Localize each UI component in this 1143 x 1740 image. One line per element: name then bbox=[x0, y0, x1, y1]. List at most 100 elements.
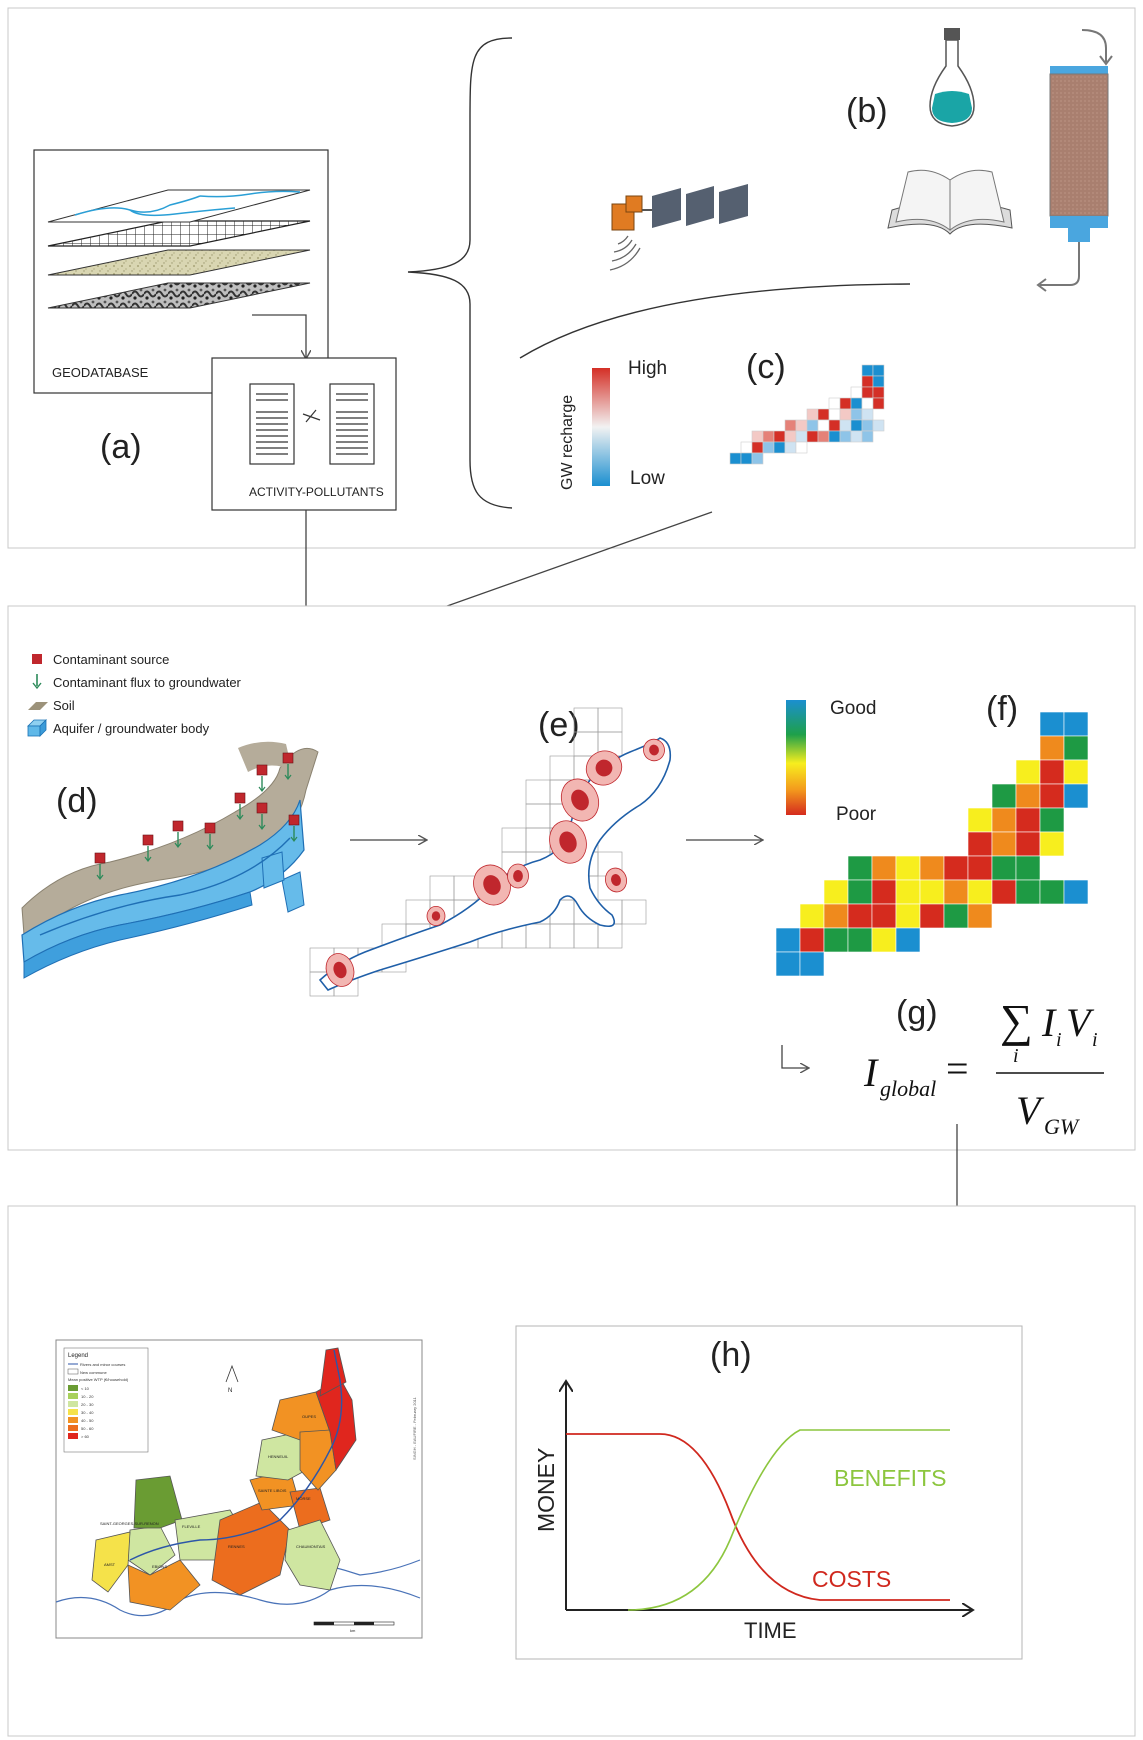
quality-grid bbox=[775, 711, 1089, 977]
quality-cell bbox=[847, 927, 873, 953]
map-town: EBIONS bbox=[152, 1564, 167, 1569]
map-legend-item: Mean positive WTP (€/household) bbox=[68, 1377, 129, 1382]
quality-cell bbox=[967, 807, 993, 833]
recharge-cell bbox=[784, 419, 797, 432]
contaminant-source bbox=[172, 820, 184, 832]
geodatabase-layers bbox=[47, 189, 311, 309]
plume-core bbox=[595, 759, 613, 777]
quality-cell bbox=[1063, 759, 1089, 785]
recharge-cell bbox=[740, 441, 753, 454]
costs-label: COSTS bbox=[812, 1566, 891, 1592]
plume-core bbox=[571, 789, 589, 811]
plume-core bbox=[611, 874, 621, 886]
divider-curve bbox=[519, 283, 911, 359]
recharge-cell bbox=[751, 452, 764, 465]
quality-cell bbox=[967, 855, 993, 881]
map-legend-item: Rivers and minor courses bbox=[80, 1362, 125, 1367]
contaminant-source bbox=[256, 802, 268, 814]
map-town: MORSE bbox=[296, 1496, 311, 1501]
quality-cell bbox=[895, 879, 921, 905]
recharge-cell bbox=[850, 386, 863, 399]
quality-cell bbox=[871, 879, 897, 905]
recharge-cell bbox=[817, 408, 830, 421]
recharge-cell bbox=[872, 386, 885, 399]
quality-cell bbox=[847, 903, 873, 929]
column-filter-icon bbox=[1036, 29, 1113, 292]
map-town: RENNES bbox=[228, 1544, 245, 1549]
activity-pollutants-label: ACTIVITY-POLLUTANTS bbox=[249, 485, 384, 499]
formula-sum: ∑ bbox=[1000, 995, 1033, 1046]
quality-cell bbox=[1039, 759, 1065, 785]
contaminant-source-icon bbox=[32, 654, 42, 664]
quality-cell bbox=[991, 807, 1017, 833]
quality-cell bbox=[943, 903, 969, 929]
formula-den-sub: GW bbox=[1044, 1114, 1080, 1139]
panel-f-label: (f) bbox=[986, 690, 1018, 728]
contaminant-source bbox=[142, 834, 154, 846]
plume-core bbox=[483, 875, 501, 895]
legend-item: Soil bbox=[53, 698, 75, 713]
recharge-cell bbox=[872, 364, 885, 377]
recharge-cell bbox=[762, 441, 775, 454]
flux-arrow-head bbox=[206, 844, 214, 850]
contaminant-sources bbox=[94, 752, 300, 880]
quality-cell bbox=[1015, 783, 1041, 809]
recharge-colorbar bbox=[592, 368, 610, 486]
quality-cell bbox=[1063, 783, 1089, 809]
recharge-cell bbox=[872, 419, 885, 432]
quality-cell bbox=[847, 855, 873, 881]
contaminant-source bbox=[94, 852, 106, 864]
quality-cell bbox=[799, 903, 825, 929]
quality-cell bbox=[943, 879, 969, 905]
quality-cell bbox=[1039, 711, 1065, 737]
costs-curve bbox=[566, 1433, 950, 1601]
formula-lhs: I bbox=[863, 1050, 879, 1095]
recharge-cell bbox=[850, 430, 863, 443]
formula-den: V bbox=[1016, 1088, 1045, 1133]
recharge-cell bbox=[795, 419, 808, 432]
recharge-cell bbox=[861, 408, 874, 421]
plume-core bbox=[431, 911, 441, 921]
quality-cell bbox=[943, 855, 969, 881]
contaminant-source bbox=[204, 822, 216, 834]
quality-cell bbox=[991, 879, 1017, 905]
flux-arrow-icon bbox=[32, 674, 42, 690]
quality-cell bbox=[775, 951, 801, 977]
quality-cell bbox=[1063, 711, 1089, 737]
panel-g-label: (g) bbox=[896, 994, 938, 1032]
panel-b-label: (b) bbox=[846, 92, 888, 130]
panel-h-label: (h) bbox=[710, 1336, 752, 1374]
plume-core bbox=[513, 870, 523, 882]
satellite-icon bbox=[609, 184, 748, 271]
geodatabase-label: GEODATABASE bbox=[52, 365, 149, 380]
recharge-cell bbox=[784, 441, 797, 454]
map-legend-title: Legend bbox=[68, 1353, 88, 1359]
soil-icon bbox=[28, 702, 48, 710]
plume-grid-cell bbox=[621, 899, 647, 925]
map-legend-item: 10 - 20 bbox=[81, 1394, 94, 1399]
quality-cell bbox=[799, 951, 825, 977]
map-scale-label: km bbox=[350, 1628, 356, 1633]
flux-arrow-head bbox=[284, 774, 292, 780]
contaminant-source bbox=[256, 764, 268, 776]
quality-cell bbox=[967, 831, 993, 857]
recharge-cell bbox=[861, 397, 874, 410]
plume-core bbox=[333, 961, 347, 979]
quality-cell bbox=[895, 855, 921, 881]
quality-cell bbox=[1015, 759, 1041, 785]
formula-num-v-sub: i bbox=[1092, 1029, 1098, 1051]
recharge-cell bbox=[729, 452, 742, 465]
map-legend-item: 40 - 50 bbox=[81, 1418, 94, 1423]
quality-good-label: Good bbox=[830, 698, 876, 719]
recharge-cell bbox=[828, 397, 841, 410]
recharge-cell bbox=[806, 419, 819, 432]
quality-cell bbox=[871, 903, 897, 929]
quality-cell bbox=[775, 927, 801, 953]
quality-cell bbox=[1015, 807, 1041, 833]
map-town: OUPES bbox=[302, 1414, 316, 1419]
flux-arrow-head bbox=[290, 836, 298, 842]
brace bbox=[407, 37, 513, 509]
recharge-cell bbox=[861, 419, 874, 432]
quality-cell bbox=[823, 903, 849, 929]
quality-cell bbox=[847, 879, 873, 905]
